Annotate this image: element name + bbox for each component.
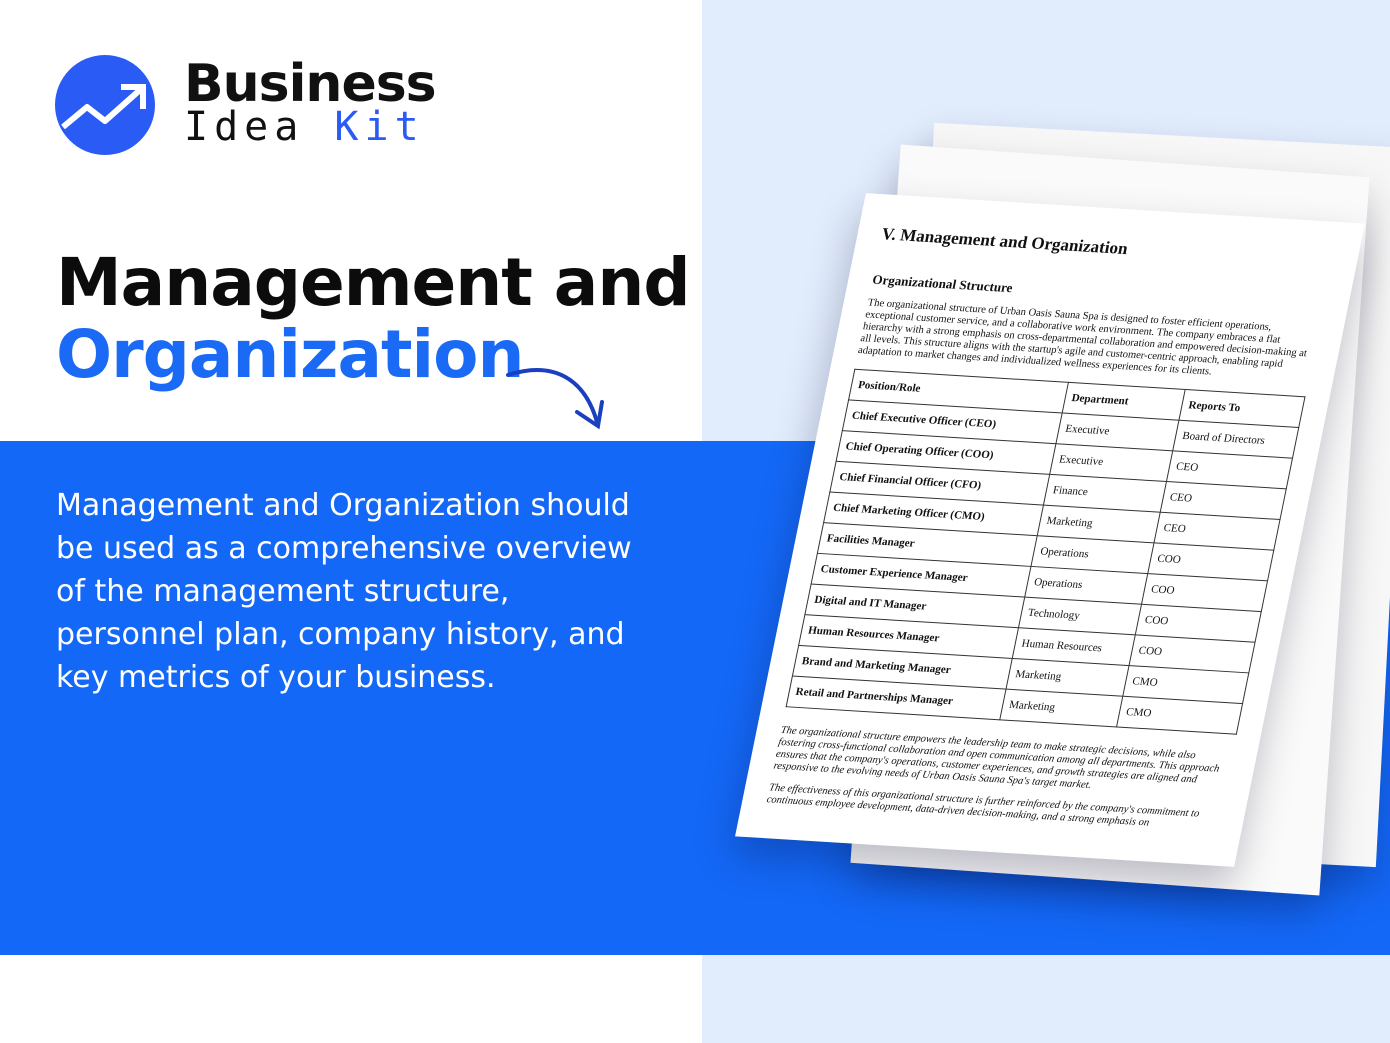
org-table: Position/Role Department Reports To Chief E… xyxy=(786,369,1306,735)
description: Management and Organization should be us… xyxy=(56,488,632,695)
headline-line1: Management and xyxy=(56,244,691,321)
brand-name: Business xyxy=(184,54,437,114)
table-cell: CMO xyxy=(1116,696,1243,735)
brand-kit: Kit xyxy=(334,104,425,150)
brand-idea: Idea xyxy=(184,104,305,150)
logo-chart-icon xyxy=(55,55,155,155)
table-cell: Marketing xyxy=(999,689,1123,727)
headline-line2: Organization xyxy=(56,316,524,393)
document-title: V. Management and Organization xyxy=(879,224,1130,259)
curved-arrow-icon xyxy=(506,368,604,430)
brand-subname: Idea Kit xyxy=(184,104,425,150)
